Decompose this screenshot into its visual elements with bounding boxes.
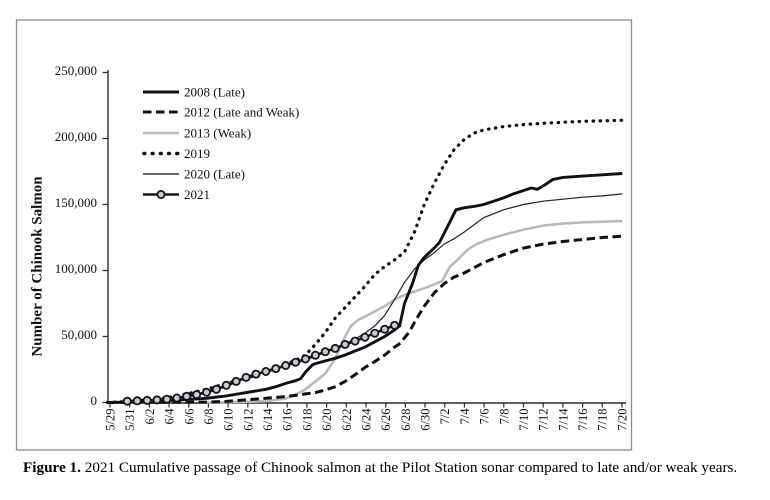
svg-text:2008 (Late): 2008 (Late): [184, 85, 245, 100]
svg-text:5/31: 5/31: [123, 409, 137, 431]
svg-text:0: 0: [91, 393, 98, 408]
svg-text:7/2: 7/2: [438, 409, 452, 425]
svg-text:7/14: 7/14: [556, 408, 570, 431]
svg-text:250,000: 250,000: [55, 63, 97, 78]
svg-text:150,000: 150,000: [55, 195, 97, 210]
svg-text:7/12: 7/12: [537, 409, 551, 431]
svg-text:5/29: 5/29: [104, 409, 118, 431]
svg-text:2021: 2021: [184, 187, 210, 202]
svg-text:100,000: 100,000: [55, 261, 97, 276]
svg-text:2013 (Weak): 2013 (Weak): [184, 126, 251, 141]
svg-text:Number of Chinook Salmon: Number of Chinook Salmon: [30, 176, 46, 357]
svg-text:6/14: 6/14: [261, 408, 275, 431]
svg-text:6/16: 6/16: [281, 409, 295, 431]
svg-text:6/6: 6/6: [182, 409, 196, 425]
svg-text:6/24: 6/24: [360, 408, 374, 431]
svg-text:7/18: 7/18: [596, 409, 610, 431]
svg-text:6/12: 6/12: [241, 409, 255, 431]
svg-text:6/10: 6/10: [222, 409, 236, 431]
svg-text:6/30: 6/30: [419, 409, 433, 431]
svg-text:7/10: 7/10: [517, 409, 531, 431]
svg-text:6/22: 6/22: [340, 409, 354, 431]
svg-text:6/20: 6/20: [320, 409, 334, 431]
svg-text:2020 (Late): 2020 (Late): [184, 167, 245, 182]
svg-text:50,000: 50,000: [61, 327, 97, 342]
svg-text:7/16: 7/16: [576, 409, 590, 431]
svg-text:2012 (Late and Weak): 2012 (Late and Weak): [184, 105, 299, 120]
svg-text:7/8: 7/8: [497, 409, 511, 425]
svg-text:7/6: 7/6: [478, 409, 492, 425]
svg-text:6/26: 6/26: [379, 409, 393, 431]
svg-text:7/4: 7/4: [458, 408, 472, 425]
svg-text:6/28: 6/28: [399, 409, 413, 431]
svg-text:200,000: 200,000: [55, 129, 97, 144]
svg-text:6/8: 6/8: [202, 409, 216, 425]
svg-text:7/20: 7/20: [615, 409, 629, 431]
svg-text:6/18: 6/18: [300, 409, 314, 431]
svg-text:6/2: 6/2: [143, 409, 157, 425]
svg-text:2019: 2019: [184, 146, 210, 161]
svg-text:6/4: 6/4: [163, 408, 177, 425]
